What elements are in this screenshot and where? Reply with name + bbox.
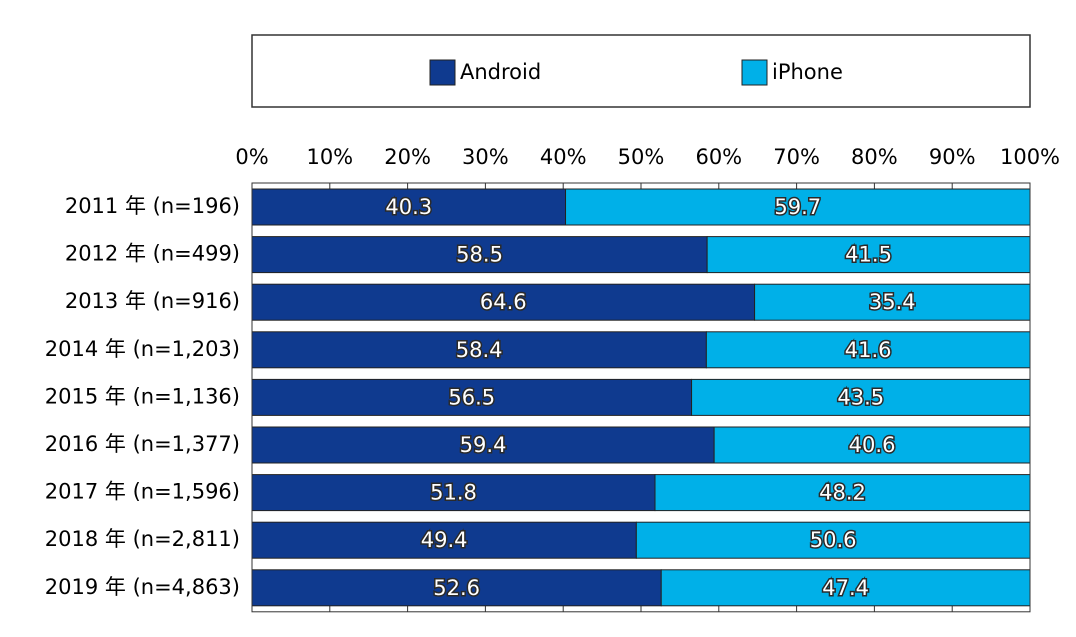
bar bbox=[706, 236, 1031, 274]
x-tick-label: 30% bbox=[462, 145, 509, 169]
bar bbox=[251, 188, 567, 226]
data-label: 59.4 bbox=[460, 433, 507, 457]
data-label: 50.6 bbox=[810, 528, 857, 552]
y-tick-label: 2014 年 (n=1,203) bbox=[45, 337, 240, 361]
x-tick-label: 90% bbox=[929, 145, 976, 169]
plot-frame bbox=[251, 182, 1031, 613]
y-tick-label: 2012 年 (n=499) bbox=[65, 242, 240, 266]
data-label: 40.6 bbox=[849, 433, 896, 457]
bar bbox=[691, 378, 1031, 416]
bar bbox=[754, 283, 1031, 321]
x-tick-label: 50% bbox=[618, 145, 665, 169]
x-tick-label: 80% bbox=[851, 145, 898, 169]
bar bbox=[713, 426, 1031, 464]
y-tick-label: 2019 年 (n=4,863) bbox=[45, 575, 240, 599]
bar bbox=[251, 331, 707, 369]
x-tick-label: 10% bbox=[306, 145, 353, 169]
x-tick-label: 70% bbox=[773, 145, 820, 169]
data-label: 58.5 bbox=[456, 243, 503, 267]
x-tick-label: 0% bbox=[235, 145, 268, 169]
bar bbox=[251, 283, 756, 321]
x-tick-label: 60% bbox=[695, 145, 742, 169]
y-tick-label: 2017 年 (n=1,596) bbox=[45, 480, 240, 504]
data-label: 35.4 bbox=[869, 290, 916, 314]
bar bbox=[251, 474, 656, 512]
data-label: 49.4 bbox=[421, 528, 468, 552]
x-tick-label: 100% bbox=[1000, 145, 1060, 169]
bar bbox=[635, 521, 1031, 559]
data-label: 41.6 bbox=[845, 338, 892, 362]
y-tick-label: 2018 年 (n=2,811) bbox=[45, 527, 240, 551]
y-tick-label: 2013 年 (n=916) bbox=[65, 289, 240, 313]
bar bbox=[654, 474, 1031, 512]
data-label: 43.5 bbox=[837, 385, 884, 409]
x-tick-label: 40% bbox=[540, 145, 587, 169]
data-label: 48.2 bbox=[819, 481, 866, 505]
y-tick-label: 2016 年 (n=1,377) bbox=[45, 432, 240, 456]
bar bbox=[251, 426, 715, 464]
data-label: 47.4 bbox=[822, 576, 869, 600]
legend-swatch bbox=[429, 59, 456, 86]
y-tick-label: 2011 年 (n=196) bbox=[65, 194, 240, 218]
data-label: 58.4 bbox=[456, 338, 503, 362]
legend-label: Android bbox=[460, 60, 541, 84]
bar bbox=[660, 569, 1031, 607]
data-label: 64.6 bbox=[480, 290, 527, 314]
legend-label: iPhone bbox=[772, 60, 843, 84]
legend-swatch bbox=[741, 59, 768, 86]
bar bbox=[565, 188, 1031, 226]
legend-box bbox=[251, 34, 1031, 108]
bar bbox=[251, 521, 637, 559]
data-label: 41.5 bbox=[845, 243, 892, 267]
bar bbox=[251, 236, 708, 274]
data-label: 40.3 bbox=[385, 195, 432, 219]
y-tick-label: 2015 年 (n=1,136) bbox=[45, 384, 240, 408]
x-tick-label: 20% bbox=[384, 145, 431, 169]
data-label: 56.5 bbox=[448, 385, 495, 409]
data-label: 59.7 bbox=[774, 195, 821, 219]
bar bbox=[705, 331, 1031, 369]
data-label: 52.6 bbox=[433, 576, 480, 600]
data-label: 51.8 bbox=[430, 481, 477, 505]
